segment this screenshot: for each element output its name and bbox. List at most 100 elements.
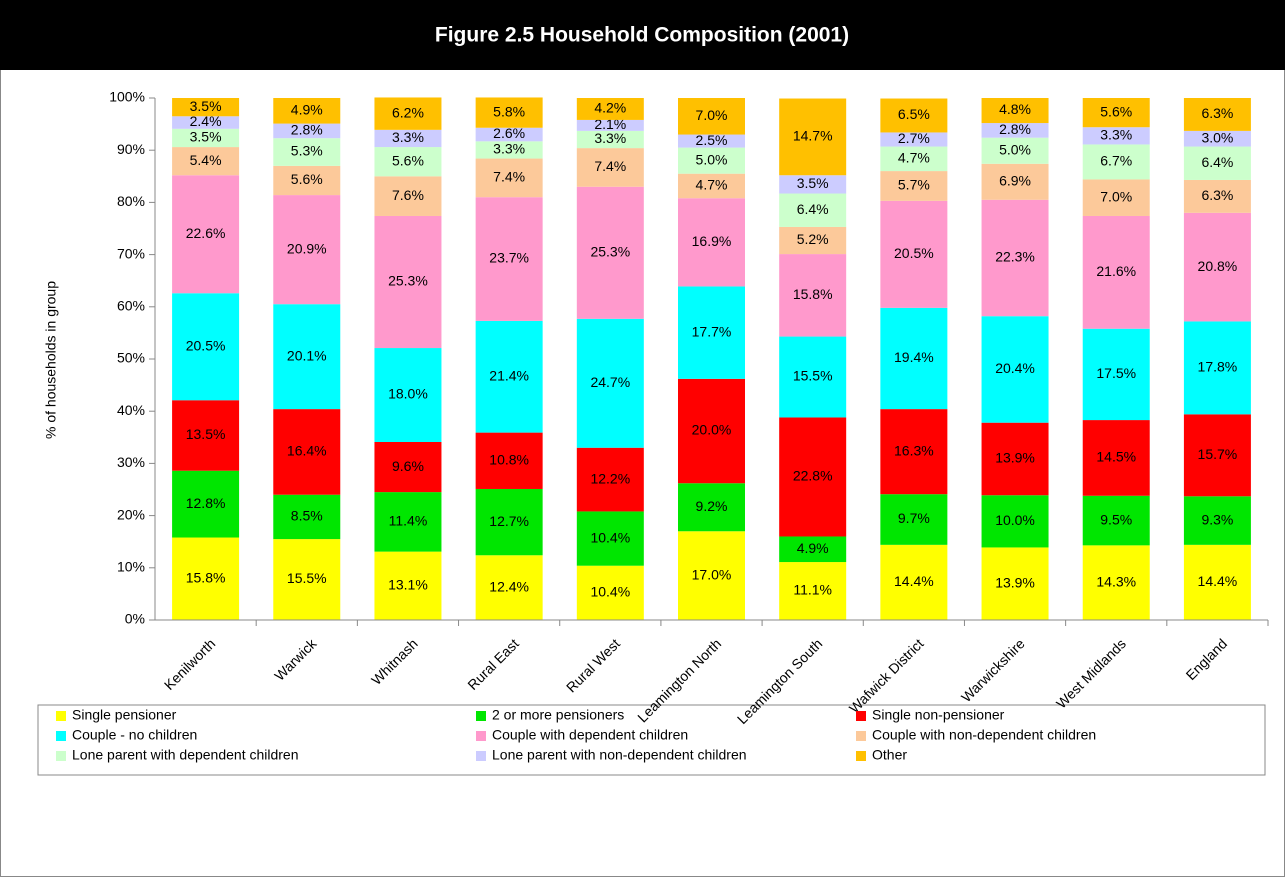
legend-label: 2 or more pensioners [492, 707, 624, 723]
y-tick-label: 10% [117, 559, 145, 575]
value-label: 10.0% [995, 512, 1035, 528]
bar-segment [576, 447, 644, 512]
value-label: 7.4% [493, 169, 525, 185]
value-label: 5.8% [493, 103, 525, 119]
bar-segment [576, 565, 644, 620]
value-label: 25.3% [388, 273, 428, 289]
bar-segment [576, 318, 644, 448]
value-label: 7.0% [1100, 188, 1132, 204]
value-label: 10.4% [590, 529, 630, 545]
bar-segment [172, 147, 240, 176]
bar-segment [1082, 495, 1150, 546]
bar-segment [880, 544, 948, 620]
value-label: 6.9% [999, 172, 1031, 188]
bar-segment [273, 165, 341, 196]
bar-segment [475, 158, 543, 198]
value-label: 12.4% [489, 578, 529, 594]
y-tick-label: 30% [117, 454, 145, 470]
legend [37, 704, 1266, 776]
value-label: 2.1% [594, 116, 626, 132]
value-label: 5.3% [291, 143, 323, 159]
value-label: 4.2% [594, 100, 626, 116]
value-label: 20.1% [287, 347, 327, 363]
value-label: 17.7% [692, 323, 732, 339]
value-label: 21.6% [1096, 263, 1136, 279]
value-label: 21.4% [489, 367, 529, 383]
bar-segment [172, 98, 240, 117]
bar-segment [678, 173, 745, 199]
value-label: 2.5% [696, 132, 728, 148]
legend-label: Lone parent with dependent children [72, 747, 299, 763]
bar-segment [678, 98, 745, 135]
value-label: 2.8% [999, 121, 1031, 137]
bar-segment [981, 123, 1049, 138]
bar-segment [981, 547, 1049, 620]
bar-segment [981, 495, 1049, 548]
bar-segment [576, 119, 644, 131]
y-tick-label: 80% [117, 193, 145, 209]
bar-segment [1183, 212, 1251, 322]
bar-segment [374, 97, 442, 130]
value-label: 9.7% [898, 510, 930, 526]
value-label: 4.9% [797, 540, 829, 556]
value-label: 5.0% [999, 141, 1031, 157]
bar-segment [576, 148, 644, 187]
legend-label: Couple with dependent children [492, 727, 688, 743]
bar-segment [374, 551, 442, 620]
bar-segment [1183, 146, 1251, 180]
value-label: 9.5% [1100, 511, 1132, 527]
bar-segment [374, 348, 442, 442]
bar-segment [1183, 321, 1251, 415]
bar-segment [880, 409, 948, 495]
value-label: 9.2% [696, 498, 728, 514]
bar-segment [1183, 544, 1251, 620]
bar-segment [475, 97, 543, 128]
value-label: 3.3% [493, 141, 525, 157]
bar-segment [880, 146, 948, 172]
value-label: 23.7% [489, 250, 529, 266]
bar-segment [981, 137, 1049, 164]
value-label: 9.6% [392, 458, 424, 474]
bar-segment [880, 307, 948, 410]
bar-segment [374, 129, 442, 148]
bar-segment [172, 128, 240, 148]
legend-swatch [56, 751, 66, 761]
bar-segment [981, 199, 1049, 317]
bar-segment [1082, 127, 1150, 145]
bar-segment [779, 536, 847, 563]
bar-segment [576, 186, 644, 319]
bar-segment [678, 483, 745, 532]
value-label: 3.5% [190, 98, 222, 114]
bar-segment [374, 441, 442, 493]
bar-segment [779, 336, 847, 418]
value-label: 3.3% [594, 130, 626, 146]
value-label: 16.9% [692, 233, 732, 249]
value-label: 15.8% [793, 286, 833, 302]
value-label: 4.7% [898, 150, 930, 166]
value-label: 9.3% [1201, 511, 1233, 527]
bar-segment [678, 531, 745, 620]
bar-segment [1183, 98, 1251, 131]
legend-swatch [56, 731, 66, 741]
bar-segment [981, 316, 1049, 423]
legend-swatch [476, 711, 486, 721]
value-label: 20.8% [1198, 258, 1238, 274]
bar-segment [678, 378, 745, 484]
value-label: 22.6% [186, 225, 226, 241]
value-label: 6.7% [1100, 153, 1132, 169]
bar-segment [678, 147, 745, 174]
bar-segment [273, 138, 341, 166]
legend-label: Other [872, 747, 907, 763]
value-label: 4.8% [999, 101, 1031, 117]
bar-segment [678, 198, 745, 287]
bar-segment [172, 116, 240, 129]
value-label: 5.6% [392, 152, 424, 168]
value-label: 14.5% [1096, 449, 1136, 465]
bar-segment [880, 494, 948, 545]
bar-segment [1183, 179, 1251, 213]
bar-segment [475, 432, 543, 489]
bar-segment [374, 176, 442, 216]
bar-segment [475, 488, 543, 556]
bar-segment [475, 141, 543, 159]
bar-segment [172, 400, 240, 471]
